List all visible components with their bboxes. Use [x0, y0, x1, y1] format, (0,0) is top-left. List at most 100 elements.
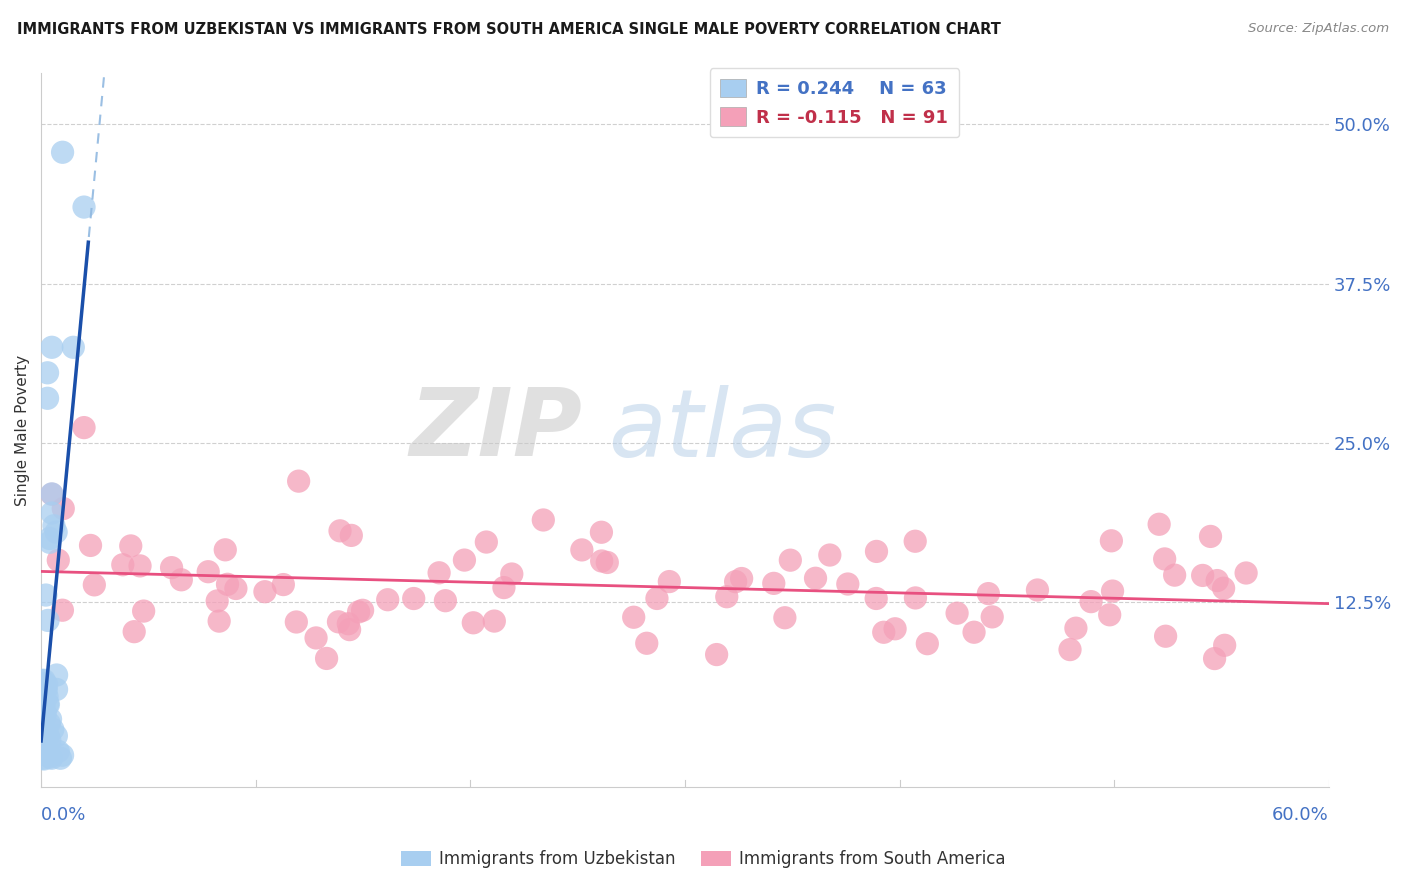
Point — [37, 697, 59, 711]
Point — [170, 573, 193, 587]
Point — [205, 594, 228, 608]
Point — [73, 200, 96, 214]
Point — [917, 637, 939, 651]
Point — [38, 535, 60, 549]
Point — [1080, 594, 1102, 608]
Point — [34, 733, 56, 747]
Point — [1206, 574, 1229, 588]
Point — [1213, 638, 1236, 652]
Point — [904, 591, 927, 605]
Point — [31, 708, 53, 723]
Point — [31, 715, 53, 730]
Point — [904, 534, 927, 549]
Point — [329, 524, 352, 538]
Text: ZIP: ZIP — [409, 384, 582, 476]
Point — [42, 723, 65, 737]
Point — [217, 577, 239, 591]
Point — [45, 525, 67, 540]
Point — [981, 610, 1004, 624]
Point — [328, 615, 350, 629]
Point — [963, 625, 986, 640]
Point — [45, 729, 67, 743]
Point — [38, 733, 60, 747]
Point — [873, 625, 896, 640]
Text: 0.0%: 0.0% — [41, 806, 87, 824]
Point — [253, 584, 276, 599]
Point — [623, 610, 645, 624]
Point — [37, 698, 59, 712]
Point — [339, 623, 361, 637]
Point — [591, 554, 613, 568]
Point — [865, 544, 887, 558]
Point — [42, 518, 65, 533]
Point — [52, 145, 75, 160]
Point — [37, 729, 59, 743]
Point — [208, 614, 231, 628]
Point — [492, 581, 515, 595]
Point — [31, 673, 53, 688]
Point — [1212, 581, 1234, 595]
Point — [31, 738, 53, 752]
Point — [1154, 629, 1177, 643]
Point — [716, 590, 738, 604]
Point — [645, 591, 668, 606]
Point — [724, 574, 747, 589]
Y-axis label: Single Male Poverty: Single Male Poverty — [15, 355, 30, 506]
Point — [31, 699, 53, 714]
Point — [35, 733, 58, 747]
Point — [35, 677, 58, 691]
Point — [946, 606, 969, 620]
Point — [1098, 607, 1121, 622]
Point — [34, 737, 56, 751]
Point — [129, 558, 152, 573]
Point — [31, 684, 53, 698]
Point — [352, 603, 374, 617]
Point — [34, 738, 56, 752]
Point — [315, 651, 337, 665]
Point — [51, 603, 73, 617]
Point — [977, 586, 1000, 600]
Text: 60.0%: 60.0% — [1272, 806, 1329, 824]
Point — [1101, 584, 1123, 599]
Point — [34, 724, 56, 739]
Point — [31, 689, 53, 703]
Point — [32, 752, 55, 766]
Point — [1153, 552, 1175, 566]
Point — [1204, 651, 1226, 665]
Point — [402, 591, 425, 606]
Point — [531, 513, 554, 527]
Point — [214, 542, 236, 557]
Point — [305, 631, 328, 645]
Point — [111, 558, 134, 572]
Text: IMMIGRANTS FROM UZBEKISTAN VS IMMIGRANTS FROM SOUTH AMERICA SINGLE MALE POVERTY : IMMIGRANTS FROM UZBEKISTAN VS IMMIGRANTS… — [17, 22, 1001, 37]
Point — [120, 539, 142, 553]
Point — [83, 578, 105, 592]
Point — [1147, 517, 1170, 532]
Point — [730, 572, 752, 586]
Point — [1199, 529, 1222, 543]
Point — [337, 616, 360, 631]
Point — [32, 729, 55, 743]
Point — [884, 622, 907, 636]
Point — [34, 725, 56, 739]
Point — [285, 615, 308, 629]
Point — [596, 556, 619, 570]
Point — [865, 591, 887, 606]
Point — [34, 682, 56, 697]
Point — [453, 553, 475, 567]
Text: atlas: atlas — [607, 384, 837, 475]
Point — [41, 487, 63, 501]
Point — [501, 567, 523, 582]
Point — [31, 751, 53, 765]
Point — [34, 738, 56, 752]
Point — [38, 532, 60, 546]
Point — [41, 506, 63, 520]
Point — [434, 593, 457, 607]
Point — [39, 750, 62, 764]
Point — [62, 340, 84, 354]
Point — [1191, 568, 1213, 582]
Point — [32, 676, 55, 690]
Text: Source: ZipAtlas.com: Source: ZipAtlas.com — [1249, 22, 1389, 36]
Point — [32, 673, 55, 688]
Point — [41, 487, 63, 501]
